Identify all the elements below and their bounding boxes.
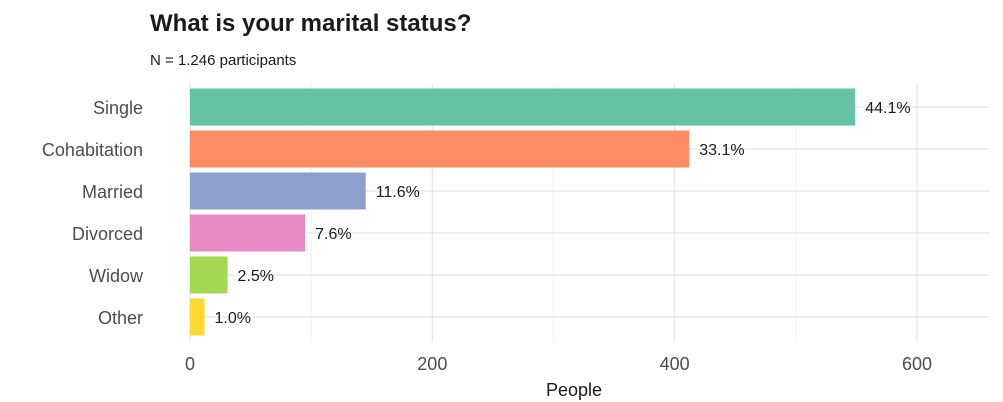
- x-tick-labels: 0 200 400 600: [185, 354, 932, 374]
- bar: [190, 88, 856, 126]
- y-tick-label: Other: [98, 308, 143, 328]
- bar-value-label: 44.1%: [865, 100, 910, 117]
- bar-value-label: 1.0%: [215, 310, 251, 327]
- bar-value-label: 7.6%: [315, 226, 351, 243]
- x-axis-title: People: [546, 380, 602, 400]
- bar: [190, 256, 228, 294]
- y-tick-labels: Single Cohabitation Married Divorced Widow Ot…: [42, 98, 144, 328]
- y-tick-label: Divorced: [72, 224, 143, 244]
- y-tick-label: Cohabitation: [42, 140, 143, 160]
- x-tick-label: 400: [660, 354, 690, 374]
- y-tick-label: Widow: [89, 266, 144, 286]
- bar: [190, 214, 306, 252]
- bar-value-label: 11.6%: [376, 184, 420, 201]
- bar: [190, 298, 205, 336]
- bar: [190, 172, 366, 210]
- data-labels: 44.1% 33.1% 11.6% 7.6% 2.5% 1.0%: [215, 100, 911, 327]
- bar-value-label: 33.1%: [699, 142, 744, 159]
- bar: [190, 130, 690, 168]
- bars: [190, 88, 856, 336]
- x-tick-label: 0: [185, 354, 195, 374]
- bar-value-label: 2.5%: [238, 268, 274, 285]
- y-tick-label: Single: [93, 98, 143, 118]
- chart-subtitle: N = 1.246 participants: [150, 52, 297, 69]
- x-tick-label: 200: [417, 354, 447, 374]
- y-tick-label: Married: [82, 182, 143, 202]
- x-tick-label: 600: [902, 354, 932, 374]
- chart-title: What is your marital status?: [150, 10, 472, 37]
